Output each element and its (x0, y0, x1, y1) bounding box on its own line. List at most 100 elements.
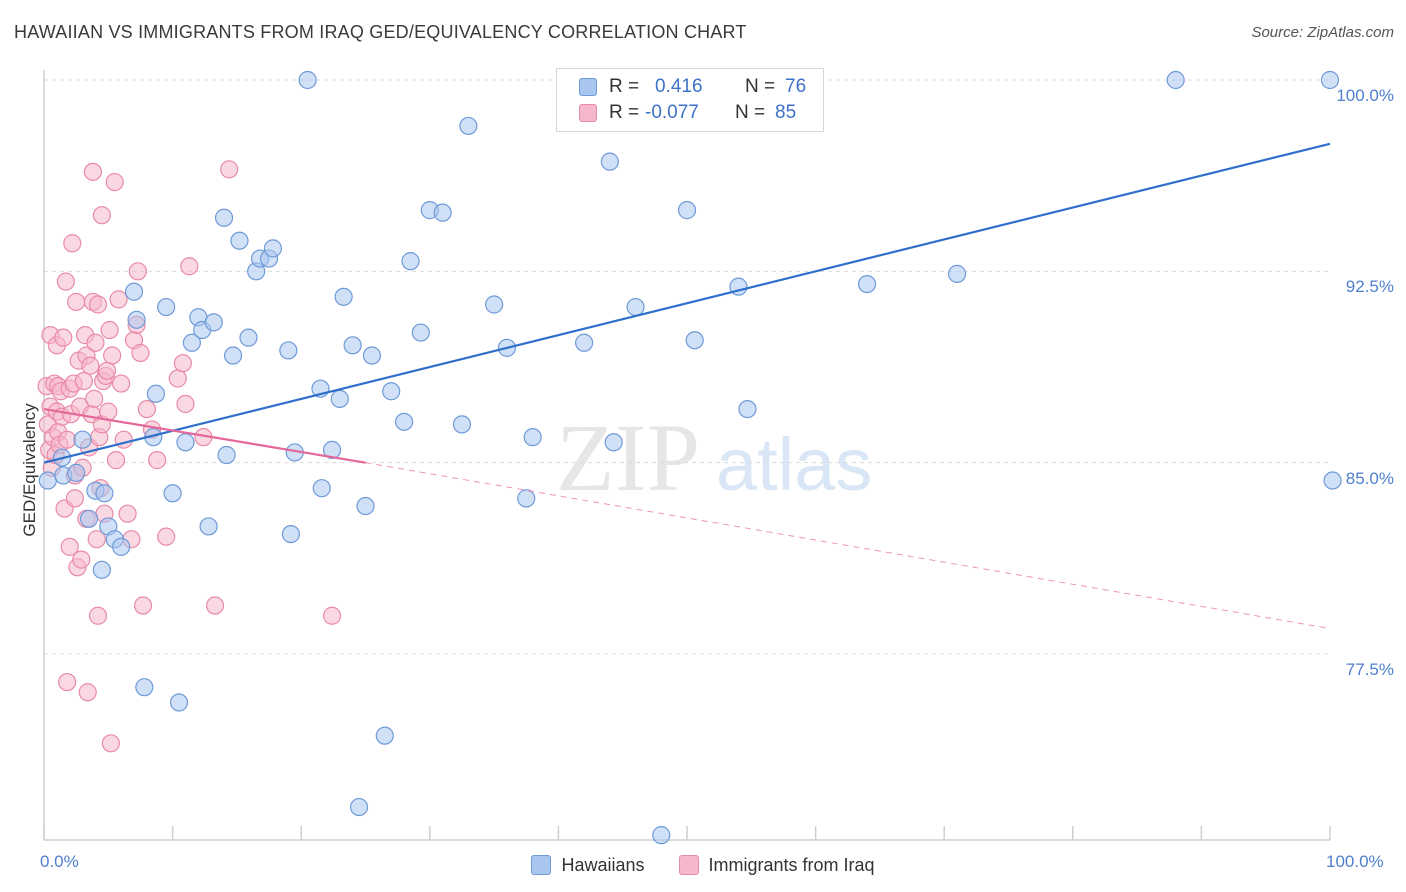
data-point (106, 451, 126, 470)
data-point (947, 264, 967, 283)
data-point (312, 479, 331, 498)
data-point (79, 509, 99, 528)
y-tick-label: 77.5% (1345, 660, 1394, 679)
data-point (74, 371, 93, 391)
data-point (343, 336, 362, 355)
data-point (375, 726, 394, 745)
data-point (205, 596, 225, 615)
data-point (322, 606, 342, 625)
r-label: R = (609, 76, 640, 97)
data-point (298, 70, 317, 90)
data-point (322, 440, 342, 460)
data-point (199, 517, 218, 536)
data-point (114, 430, 133, 449)
data-point (109, 290, 128, 309)
data-point (239, 328, 258, 347)
data-point (452, 415, 472, 434)
data-point (204, 313, 223, 332)
data-point (124, 282, 144, 301)
data-point (127, 310, 146, 329)
data-point (131, 343, 150, 363)
data-point (334, 287, 353, 306)
data-point (105, 172, 124, 192)
data-point (677, 201, 697, 220)
legend-item-hawaiians: Hawaiians (531, 852, 645, 878)
data-point (88, 606, 108, 625)
data-point (182, 333, 201, 352)
data-point (157, 527, 176, 546)
legend-swatch-pink (678, 855, 699, 875)
data-point (652, 826, 671, 845)
data-point (217, 445, 236, 465)
data-point (362, 346, 382, 365)
data-point (356, 496, 375, 516)
legend-label: Immigrants from Iraq (708, 854, 875, 875)
data-point (180, 257, 199, 276)
data-point (738, 399, 757, 419)
legend-swatch-pink (579, 104, 597, 122)
x-tick-label-max: 100.0% (1326, 852, 1384, 871)
trend-line-iraq-extension (365, 462, 1331, 629)
data-point (58, 430, 77, 449)
data-point (78, 683, 97, 702)
data-point (56, 272, 75, 291)
data-point (485, 295, 504, 314)
data-point (626, 297, 645, 317)
r-label: R = (609, 102, 640, 123)
legend-item-immigrants-from-iraq: Immigrants from Iraq (678, 852, 875, 878)
data-point (97, 361, 117, 380)
stats-row-hawaiians: R = 0.416 N = 76 (579, 75, 806, 99)
data-point (523, 428, 542, 447)
data-point (100, 320, 119, 340)
data-point (433, 203, 452, 222)
data-point (60, 537, 79, 556)
watermark-zip: ZIP (556, 404, 700, 511)
y-tick-label: 85.0% (1345, 468, 1394, 488)
data-point (330, 389, 349, 408)
data-point (67, 463, 86, 482)
data-point (168, 369, 187, 388)
data-point (1323, 471, 1342, 490)
chart-source: Source: ZipAtlas.com (1251, 24, 1394, 41)
n-label: N = (735, 102, 766, 123)
data-point (279, 341, 298, 360)
series-immigrants-from-iraq (37, 160, 342, 753)
data-point (163, 484, 182, 503)
data-point (223, 346, 243, 365)
data-point (281, 524, 301, 544)
data-point (459, 116, 478, 136)
data-point (73, 430, 92, 449)
trend-line-hawaiians (43, 142, 1331, 464)
data-point (92, 560, 111, 579)
data-point (146, 384, 165, 403)
data-point (411, 323, 430, 342)
data-point (137, 399, 156, 419)
n-value: 76 (785, 76, 807, 97)
data-point (112, 374, 131, 393)
data-point (92, 206, 111, 225)
data-point (112, 537, 131, 556)
legend-label: Hawaiians (561, 854, 645, 875)
watermark: ZIP atlas (556, 404, 872, 511)
data-point (38, 471, 57, 490)
data-point (72, 550, 91, 569)
data-point (67, 292, 86, 312)
data-point (99, 402, 118, 421)
series-hawaiians (38, 70, 1342, 845)
data-point (600, 152, 619, 171)
data-point (128, 262, 147, 281)
data-point (81, 356, 100, 375)
data-point (169, 693, 189, 712)
data-point (604, 433, 623, 452)
legend-swatch-blue (531, 855, 552, 875)
data-point (857, 274, 877, 294)
trend-lines (43, 142, 1331, 629)
y-tick-label: 92.5% (1345, 277, 1394, 297)
y-axis-label: GED/Equivalency (20, 403, 39, 537)
data-point (86, 333, 105, 352)
chart-title: HAWAIIAN VS IMMIGRANTS FROM IRAQ GED/EQU… (14, 22, 747, 42)
data-point (173, 354, 192, 373)
data-point (118, 504, 137, 523)
data-point (95, 484, 114, 503)
